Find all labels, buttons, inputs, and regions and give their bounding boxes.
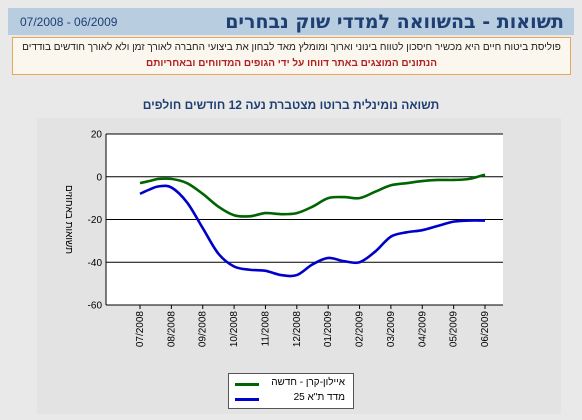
legend-swatch-series-2 [235,398,259,401]
x-tick-label-7: 02/2009 [355,311,366,348]
y-tick-label-4: -60 [88,301,103,312]
date-range: 07/2008 - 06/2009 [20,14,118,29]
page-title: תשואות - בהשוואה למדדי שוק נבחרים [225,10,564,33]
x-tick-label-5: 12/2008 [292,311,303,348]
chart-title: תשואה נומינלית ברוטו מצטברת נעה 12 חודשי… [142,98,440,112]
chart-legend: איילון-קרן - חדשה מדד ת"א 25 [228,373,354,409]
disclaimer-warning: הנתונים המוצגים באתר דווחו על ידי הגופים… [146,58,437,69]
x-tick-label-1: 08/2008 [166,311,177,348]
y-tick-label-0: 20 [91,130,103,141]
legend-swatch-series-1 [235,383,259,386]
x-tick-label-0: 07/2008 [135,311,146,348]
disclaimer-box: פוליסת ביטוח חיים היא מכשיר חיסכון לטווח… [12,37,571,75]
legend-item-series-2: מדד ת"א 25 [229,392,353,406]
legend-label-series-1: איילון-קרן - חדשה [271,377,345,388]
series-line-2 [139,184,486,278]
x-tick-label-3: 10/2008 [229,311,240,348]
legend-label-series-2: מדד ת"א 25 [293,392,345,403]
x-tick-label-6: 01/2009 [323,311,334,348]
legend-item-series-1: איילון-קרן - חדשה [229,377,353,391]
y-tick-label-3: -40 [88,258,103,269]
page-header: 07/2008 - 06/2009 תשואות - בהשוואה למדדי… [8,8,574,35]
y-axis-label: תשואות באחוזים [63,185,74,254]
x-tick-label-9: 04/2009 [417,311,428,348]
x-tick-label-11: 06/2009 [480,311,491,348]
x-tick-label-10: 05/2009 [449,311,460,348]
x-tick-label-4: 11/2008 [260,311,271,347]
y-tick-label-2: -20 [88,215,103,226]
y-tick-label-1: 0 [96,172,102,183]
series-line-1 [139,173,486,218]
disclaimer-text: פוליסת ביטוח חיים היא מכשיר חיסכון לטווח… [22,42,561,53]
x-tick-label-8: 03/2009 [386,311,397,348]
x-tick-label-2: 09/2008 [198,311,209,348]
